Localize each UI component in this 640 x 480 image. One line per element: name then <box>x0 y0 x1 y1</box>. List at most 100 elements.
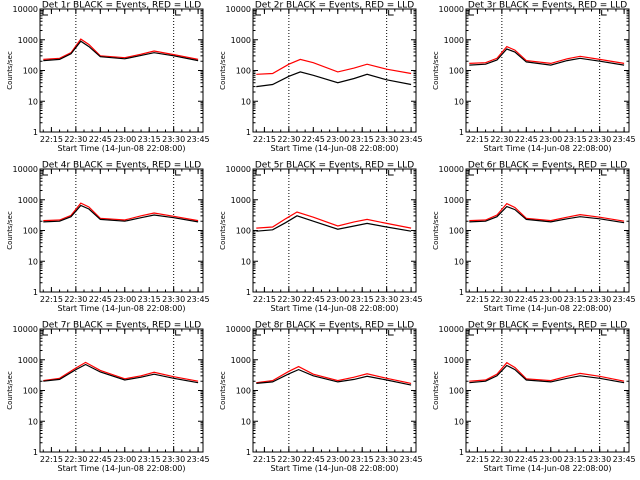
x-tick-label: 23:15 <box>138 295 161 304</box>
x-tick-label: 23:45 <box>613 455 636 464</box>
x-tick-label: 22:30 <box>64 295 87 304</box>
y-tick-label: 1 <box>33 448 38 457</box>
series-line-lld <box>256 58 412 75</box>
y-tick-label: 10 <box>454 257 464 266</box>
panel-title: Det 2r BLACK = Events, RED = LLD <box>255 1 414 11</box>
y-tick-label: 1000 <box>231 196 251 205</box>
y-axis-label: Counts/sec <box>432 211 440 250</box>
panel-title: Det 9r BLACK = Events, RED = LLD <box>468 321 627 331</box>
corner-mark-right <box>388 330 394 336</box>
y-axis-label: Counts/sec <box>432 51 440 90</box>
series-line-events <box>256 215 412 232</box>
series-line-events <box>469 48 625 66</box>
x-axis-label: Start Time (14-Jun-08 22:08:00) <box>484 304 612 313</box>
plot-frame <box>465 328 630 453</box>
x-tick-label: 22:45 <box>302 455 325 464</box>
panel-title: Det 7r BLACK = Events, RED = LLD <box>42 321 201 331</box>
x-tick-label: 23:45 <box>187 295 210 304</box>
x-tick-label: 22:45 <box>515 135 538 144</box>
series-line-lld <box>256 211 412 229</box>
series-line-lld <box>43 38 199 60</box>
panel-3: Det 3r BLACK = Events, RED = LLD 1 10 100 10… <box>432 1 636 154</box>
x-tick-label: 22:30 <box>490 135 513 144</box>
x-axis-label: Start Time (14-Jun-08 22:08:00) <box>58 304 186 313</box>
y-axis-label: Counts/sec <box>432 371 440 410</box>
y-tick-label: 10 <box>241 97 251 106</box>
x-tick-label: 23:15 <box>351 455 374 464</box>
corner-mark-right <box>175 170 181 176</box>
y-tick-label: 1 <box>246 288 251 297</box>
x-tick-label: 23:30 <box>588 135 611 144</box>
x-tick-label: 22:15 <box>253 135 276 144</box>
plot-frame <box>39 8 204 133</box>
panel-title: Det 8r BLACK = Events, RED = LLD <box>255 321 414 331</box>
corner-mark-right <box>601 330 607 336</box>
series-line-events <box>43 40 199 62</box>
panel-2: Det 2r BLACK = Events, RED = LLD 1 10 100 10… <box>219 1 423 154</box>
x-tick-label: 22:30 <box>277 295 300 304</box>
corner-mark-left <box>42 170 48 176</box>
y-tick-label: 1 <box>33 128 38 137</box>
panel-title: Det 1r BLACK = Events, RED = LLD <box>42 1 201 11</box>
y-tick-label: 1000 <box>18 196 38 205</box>
plot-frame <box>39 328 204 453</box>
corner-mark-left <box>42 330 48 336</box>
x-tick-label: 23:00 <box>113 455 136 464</box>
y-tick-label: 1000 <box>444 196 464 205</box>
plot-frame <box>39 168 204 293</box>
y-tick-label: 100 <box>449 227 464 236</box>
y-axis-label: Counts/sec <box>219 51 227 90</box>
y-tick-label: 1 <box>33 288 38 297</box>
x-tick-label: 23:30 <box>588 455 611 464</box>
y-tick-label: 100 <box>449 387 464 396</box>
x-tick-label: 23:00 <box>113 135 136 144</box>
y-tick-label: 10 <box>241 417 251 426</box>
x-tick-label: 22:45 <box>89 135 112 144</box>
series-line-lld <box>469 45 625 65</box>
x-tick-label: 22:45 <box>302 135 325 144</box>
x-tick-label: 23:45 <box>187 135 210 144</box>
x-tick-label: 23:15 <box>564 455 587 464</box>
y-tick-label: 10 <box>454 417 464 426</box>
x-tick-label: 22:30 <box>277 135 300 144</box>
y-tick-label: 1000 <box>231 36 251 45</box>
y-tick-label: 100 <box>23 387 38 396</box>
panel-6: Det 6r BLACK = Events, RED = LLD 1 10 100 10… <box>432 161 636 314</box>
corner-mark-right <box>388 10 394 16</box>
x-tick-label: 22:45 <box>302 295 325 304</box>
x-axis-label: Start Time (14-Jun-08 22:08:00) <box>271 464 399 473</box>
y-tick-label: 10000 <box>226 5 251 14</box>
y-tick-label: 10 <box>28 257 38 266</box>
panel-1: Det 1r BLACK = Events, RED = LLD 1 10 100 10… <box>6 1 210 154</box>
series-line-lld <box>469 202 625 222</box>
x-tick-label: 22:45 <box>515 295 538 304</box>
x-tick-label: 23:15 <box>564 295 587 304</box>
y-tick-label: 1000 <box>231 356 251 365</box>
corner-mark-right <box>175 10 181 16</box>
panel-4: Det 4r BLACK = Events, RED = LLD 1 10 100 10… <box>6 161 210 314</box>
y-tick-label: 10 <box>241 257 251 266</box>
y-axis-label: Counts/sec <box>219 371 227 410</box>
y-tick-label: 10000 <box>226 325 251 334</box>
y-tick-label: 10000 <box>226 165 251 174</box>
x-tick-label: 23:45 <box>400 455 423 464</box>
y-tick-label: 10000 <box>439 5 464 14</box>
x-tick-label: 22:15 <box>40 135 63 144</box>
corner-mark-left <box>255 170 261 176</box>
panel-8: Det 8r BLACK = Events, RED = LLD 1 10 100 10… <box>219 321 423 474</box>
x-tick-label: 22:15 <box>466 295 489 304</box>
panel-title: Det 3r BLACK = Events, RED = LLD <box>468 1 627 11</box>
x-axis-label: Start Time (14-Jun-08 22:08:00) <box>484 144 612 153</box>
x-tick-label: 23:45 <box>400 295 423 304</box>
x-tick-label: 23:45 <box>613 295 636 304</box>
panel-title: Det 5r BLACK = Events, RED = LLD <box>255 161 414 171</box>
series-line-events <box>256 368 412 386</box>
plot-frame <box>465 168 630 293</box>
x-tick-label: 22:30 <box>277 455 300 464</box>
x-axis-label: Start Time (14-Jun-08 22:08:00) <box>271 304 399 313</box>
x-axis-label: Start Time (14-Jun-08 22:08:00) <box>271 144 399 153</box>
y-tick-label: 100 <box>236 227 251 236</box>
x-tick-label: 23:45 <box>187 455 210 464</box>
panel-7: Det 7r BLACK = Events, RED = LLD 1 10 100 10… <box>6 321 210 474</box>
x-tick-label: 23:45 <box>400 135 423 144</box>
